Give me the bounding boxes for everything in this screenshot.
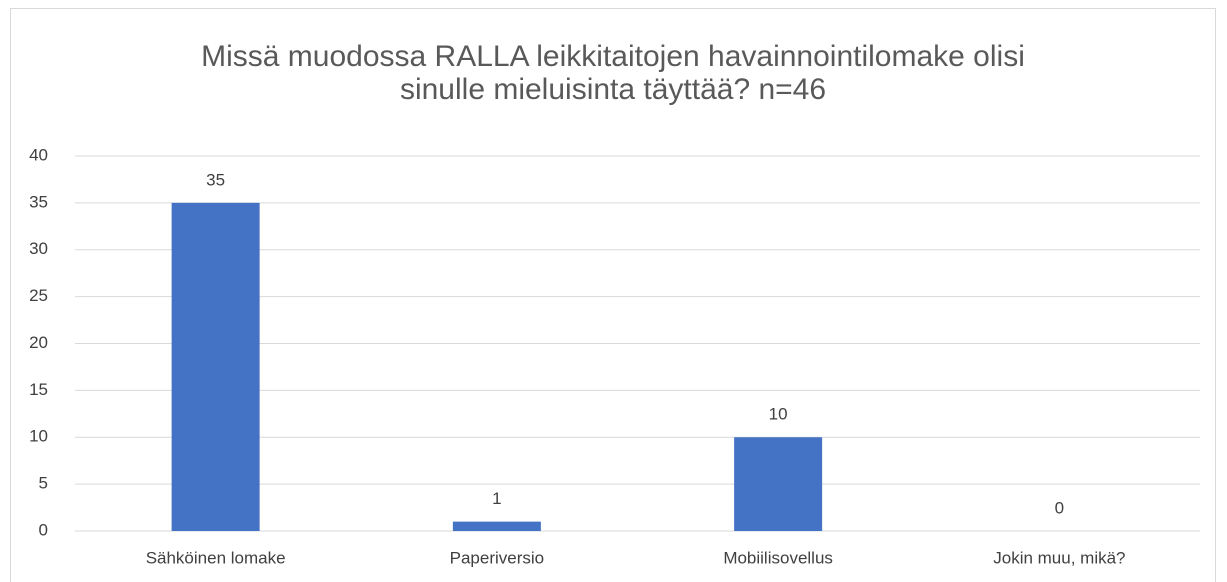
y-tick-label: 5 bbox=[39, 474, 48, 493]
chart-border bbox=[10, 8, 1216, 582]
value-label: 35 bbox=[206, 170, 225, 189]
value-label: 1 bbox=[492, 489, 501, 508]
x-tick-label: Sähköinen lomake bbox=[146, 548, 286, 567]
value-label: 10 bbox=[769, 405, 788, 424]
x-tick-label: Mobiilisovellus bbox=[723, 548, 833, 567]
y-tick-label: 35 bbox=[29, 192, 48, 211]
bar bbox=[171, 202, 260, 531]
y-tick-label: 0 bbox=[39, 520, 48, 539]
x-tick-label: Paperiversio bbox=[450, 548, 545, 567]
chart-title: Missä muodossa RALLA leikkitaitojen hava… bbox=[201, 40, 1025, 106]
y-tick-label: 10 bbox=[29, 427, 48, 446]
value-label: 0 bbox=[1055, 498, 1064, 517]
y-tick-label: 30 bbox=[29, 239, 48, 258]
bar bbox=[734, 437, 823, 531]
bar bbox=[452, 521, 541, 531]
y-tick-label: 40 bbox=[29, 145, 48, 164]
y-tick-label: 25 bbox=[29, 286, 48, 305]
y-tick-label: 15 bbox=[29, 380, 48, 399]
y-tick-label: 20 bbox=[29, 333, 48, 352]
x-tick-label: Jokin muu, mikä? bbox=[993, 548, 1125, 567]
